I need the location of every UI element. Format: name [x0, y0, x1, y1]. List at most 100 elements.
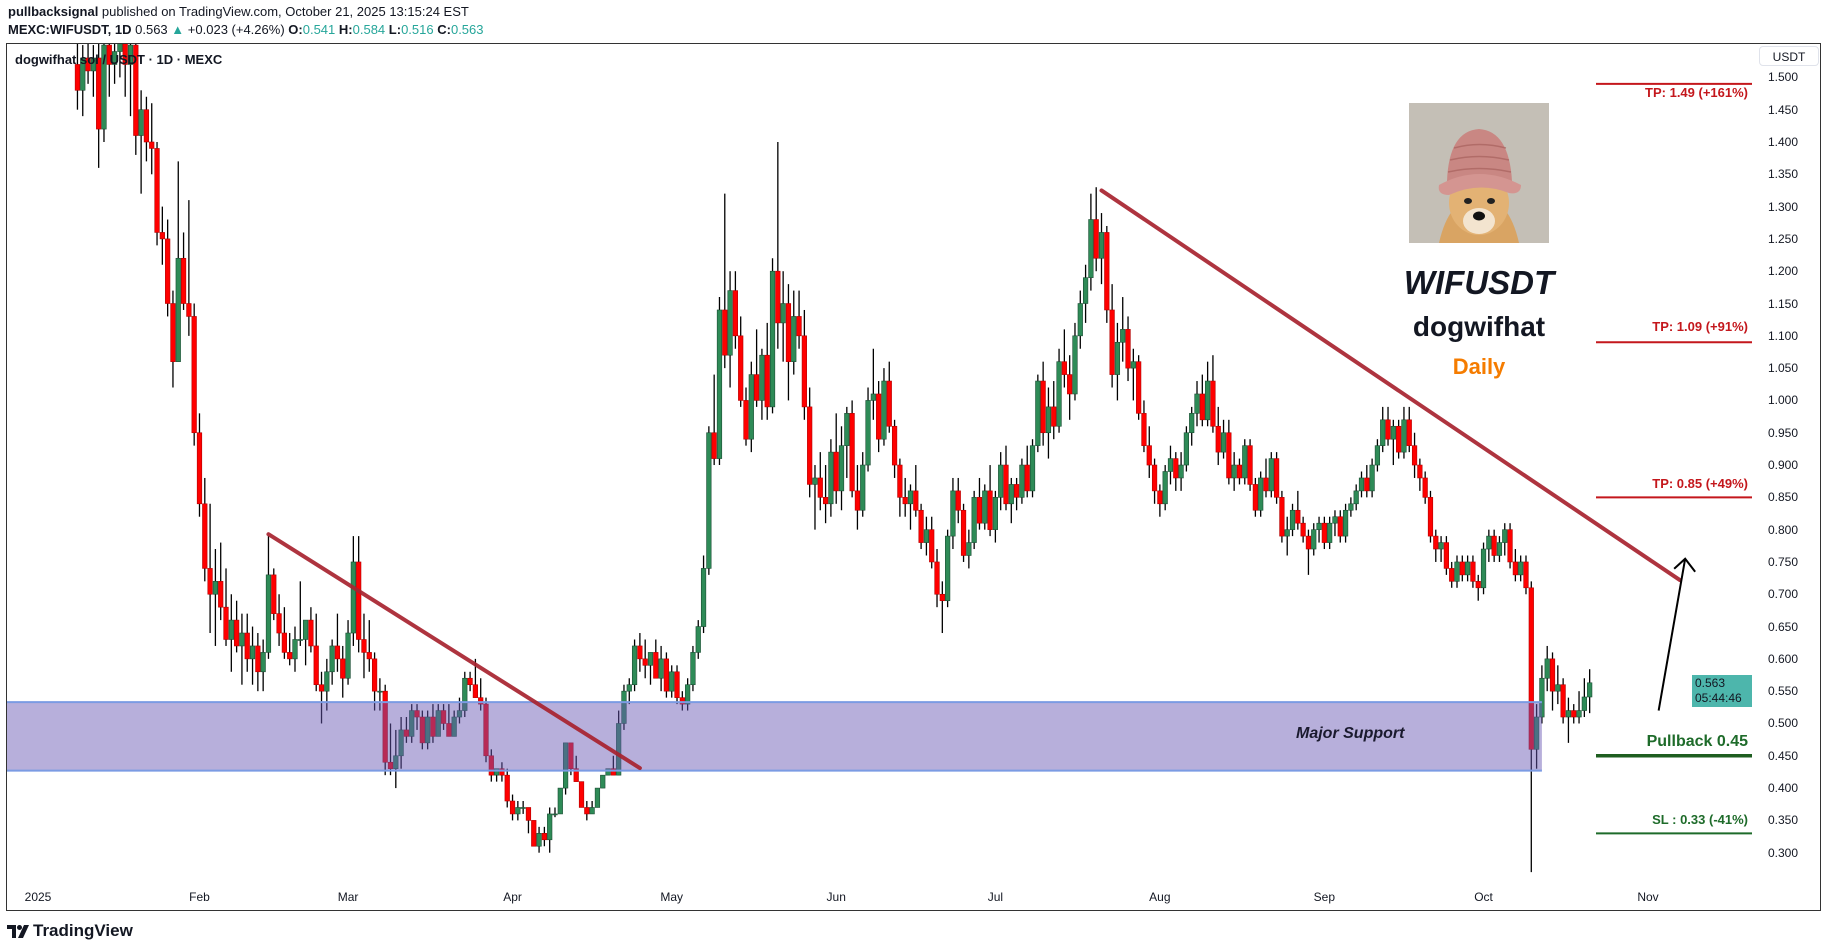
candle-down — [85, 57, 91, 72]
candle-up — [265, 574, 272, 653]
candle-up — [1496, 542, 1503, 556]
candle-down — [361, 639, 367, 653]
major-support-label: Major Support — [1296, 725, 1405, 742]
candle-up — [716, 309, 723, 459]
candle-down — [849, 413, 855, 492]
candle-up — [1189, 413, 1195, 434]
candle-down — [446, 723, 452, 737]
candle-up — [1374, 445, 1381, 466]
tradingview-logo[interactable]: TradingView — [7, 921, 133, 941]
price-tick: 0.950 — [1768, 425, 1799, 440]
candle-down — [74, 64, 81, 91]
candle-up — [1518, 561, 1524, 576]
candle-down — [934, 561, 940, 595]
candle-down — [308, 619, 314, 647]
candle-up — [377, 690, 383, 693]
time-tick: Jul — [987, 890, 1004, 904]
candle-down — [478, 697, 484, 705]
candle-down — [541, 833, 547, 841]
candle-up — [1555, 684, 1561, 692]
candle-down — [419, 716, 425, 744]
pullback-label: Pullback 0.45 — [1646, 733, 1748, 750]
candle-down — [180, 257, 187, 304]
candle-down — [122, 44, 128, 65]
currency-button[interactable]: USDT — [1759, 46, 1819, 66]
candle-up — [1348, 503, 1354, 511]
candle-up — [828, 451, 834, 505]
candle-down — [1364, 477, 1370, 492]
candle-down — [154, 148, 160, 233]
candle-up — [292, 639, 298, 660]
candle-down — [244, 632, 250, 660]
candle-down — [1411, 445, 1418, 466]
candle-down — [1141, 413, 1147, 446]
candle-down — [356, 561, 362, 640]
trendline-1 — [266, 532, 642, 771]
candle-down — [955, 490, 961, 511]
candle-down — [467, 677, 473, 686]
candle-down — [1109, 309, 1115, 375]
candle-down — [525, 807, 532, 821]
candle-down — [891, 425, 898, 466]
candle-down — [1406, 419, 1412, 446]
candle-up — [1438, 542, 1444, 550]
candle-up — [870, 393, 876, 401]
candle-down — [1417, 464, 1423, 479]
tradingview-wordmark: TradingView — [33, 921, 133, 940]
candle-up — [1533, 716, 1540, 750]
candle-up — [117, 44, 123, 52]
price-tick: 1.050 — [1768, 361, 1799, 376]
candle-up — [101, 44, 107, 130]
candle-down — [732, 290, 738, 337]
candle-up — [923, 529, 930, 543]
price-change: +0.023 (+4.26%) — [187, 22, 285, 37]
chart-legend[interactable]: dogwifhat sol / USDT · 1D · MEXC — [15, 52, 223, 67]
candle-down — [472, 684, 478, 698]
candle-up — [647, 652, 654, 666]
candle-up — [844, 413, 850, 446]
candle-up — [1120, 329, 1126, 343]
candle-down — [1125, 329, 1131, 369]
candle-up — [435, 710, 441, 737]
candle-up — [1465, 561, 1471, 576]
close-value: 0.563 — [450, 22, 484, 37]
candle-down — [796, 316, 802, 337]
candle-up — [1019, 464, 1025, 498]
candle-up — [769, 270, 776, 408]
candle-down — [1396, 425, 1402, 453]
candle-down — [340, 658, 346, 679]
candle-up — [520, 807, 526, 809]
candle-up — [547, 813, 553, 841]
author-name[interactable]: pullbacksignal — [8, 4, 99, 19]
candle-up — [398, 729, 404, 757]
candle-up — [228, 619, 234, 640]
candle-down — [1549, 658, 1556, 692]
candle-down — [1210, 380, 1216, 427]
candle-up — [1284, 529, 1290, 537]
candle-down — [371, 658, 378, 692]
candle-down — [223, 606, 229, 640]
candle-down — [1061, 361, 1067, 375]
candle-up — [562, 742, 569, 789]
candle-up — [881, 380, 887, 440]
candle-up — [1480, 548, 1487, 589]
candle-down — [897, 464, 903, 498]
candle-down — [876, 393, 882, 440]
candle-down — [1433, 535, 1439, 550]
time-tick: 2025 — [24, 890, 52, 904]
candle-down — [531, 820, 537, 847]
price-tick: 0.600 — [1768, 651, 1799, 666]
price-tick: 1.500 — [1768, 70, 1799, 85]
candle-up — [690, 652, 696, 686]
candle-up — [557, 787, 563, 815]
price-tick: 0.350 — [1768, 813, 1799, 828]
candle-up — [1486, 535, 1492, 550]
price-tick: 1.150 — [1768, 296, 1799, 311]
candle-down — [1475, 581, 1481, 589]
candle-up — [907, 490, 914, 505]
tp3-label: TP: 1.49 (+161%) — [1645, 85, 1748, 100]
candle-down — [414, 710, 420, 718]
candle-down — [1305, 535, 1312, 550]
arrow-shaft — [1657, 558, 1687, 711]
